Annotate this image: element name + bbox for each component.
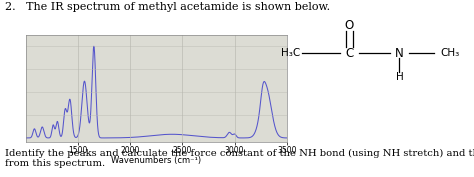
Text: N: N bbox=[395, 47, 404, 60]
Text: 2.   The IR spectrum of methyl acetamide is shown below.: 2. The IR spectrum of methyl acetamide i… bbox=[5, 2, 330, 12]
Text: C: C bbox=[345, 47, 354, 60]
Text: H₃C: H₃C bbox=[281, 48, 300, 58]
X-axis label: Wavenumbers (cm⁻¹): Wavenumbers (cm⁻¹) bbox=[111, 156, 201, 165]
Text: Identify the peaks and calculate the force constant of the NH bond (using NH str: Identify the peaks and calculate the for… bbox=[5, 149, 474, 168]
Text: H: H bbox=[396, 72, 403, 82]
Text: CH₃: CH₃ bbox=[440, 48, 459, 58]
Text: O: O bbox=[345, 19, 354, 32]
